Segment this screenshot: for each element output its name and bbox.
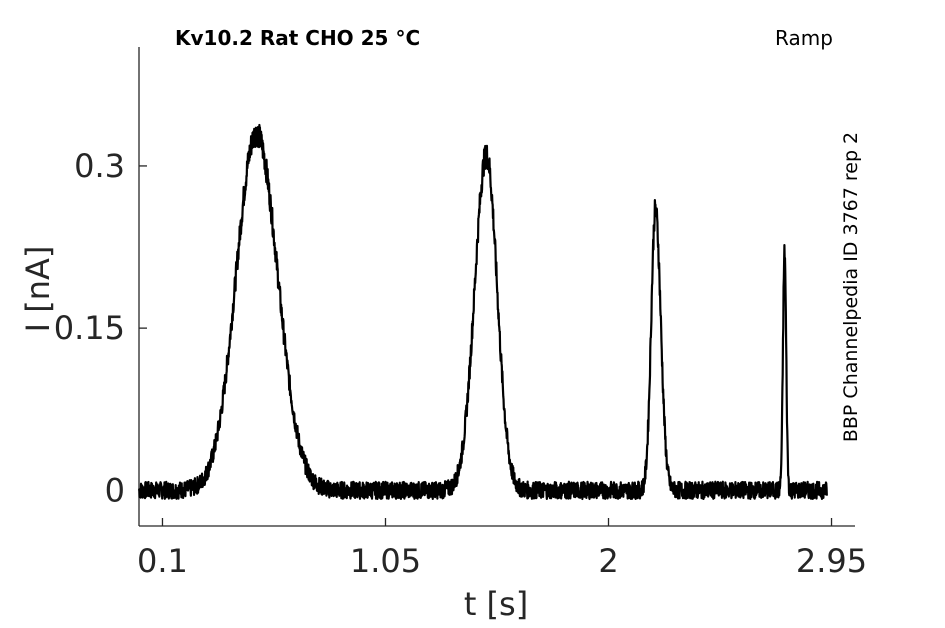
x-axis-label: t [s] xyxy=(463,585,529,623)
series-line-0 xyxy=(137,123,828,501)
y-tick-label: 0 xyxy=(105,471,125,509)
y-tick-label: 0.3 xyxy=(74,147,125,185)
x-tick-label: 2 xyxy=(598,542,618,580)
x-tick-label: 0.1 xyxy=(137,542,188,580)
x-tick-label: 2.95 xyxy=(796,542,867,580)
source-label: BBP Channelpedia ID 3767 rep 2 xyxy=(840,131,862,443)
y-axis-label: I [nA] xyxy=(19,245,57,333)
trace-group xyxy=(137,123,828,501)
protocol-label: Ramp xyxy=(775,26,833,50)
ticks: 0.1 1.05 2 2.95 0 0.15 0.3 xyxy=(54,147,867,580)
axes xyxy=(138,47,855,527)
x-tick-label: 1.05 xyxy=(350,542,421,580)
chart-title: Kv10.2 Rat CHO 25 °C xyxy=(175,26,421,50)
y-tick-label: 0.15 xyxy=(54,309,125,347)
